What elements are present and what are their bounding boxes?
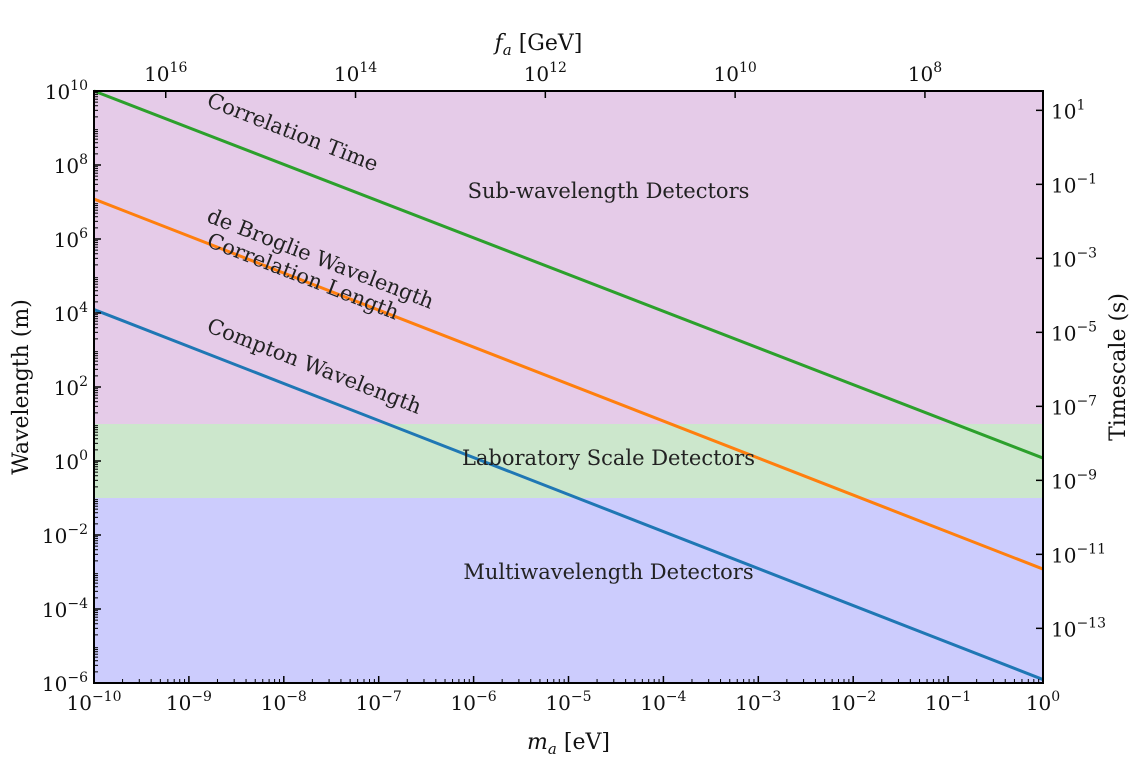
right-tick-label: 10−9 xyxy=(1051,467,1097,493)
top-tick-label: 1010 xyxy=(713,60,756,86)
y-tick-label: 108 xyxy=(54,152,88,178)
detector-regions xyxy=(94,91,1043,683)
region-label-0: Sub-wavelength Detectors xyxy=(468,179,750,203)
right-tick-label: 10−3 xyxy=(1051,245,1097,271)
x-tick-label: 10−6 xyxy=(451,689,497,715)
y-tick-label: 10−6 xyxy=(42,670,88,696)
y-tick-label: 104 xyxy=(54,300,88,326)
y-tick-label: 10−2 xyxy=(42,522,88,548)
top-axis: 1016 1014 1012 1010 108 xyxy=(144,60,942,98)
y-axis-title: Wavelength (m) xyxy=(9,299,34,475)
x-tick-label: 10−1 xyxy=(925,689,971,715)
top-tick-label: 1014 xyxy=(334,60,377,86)
x-tick-label: 10−5 xyxy=(545,689,591,715)
region-band-0 xyxy=(94,91,1043,424)
left-axis: 10−6 10−4 10−2 100 102 104 106 108 1010 xyxy=(42,78,101,696)
top-tick-label: 1016 xyxy=(144,60,187,86)
right-tick-label: 10−13 xyxy=(1051,615,1106,641)
y-tick-label: 102 xyxy=(54,374,88,400)
right-tick-label: 101 xyxy=(1051,97,1085,123)
x-tick-label: 10−10 xyxy=(67,689,122,715)
x-axis-title: ma [eV] xyxy=(527,730,610,758)
top-tick-label: 108 xyxy=(908,60,942,86)
y-tick-label: 106 xyxy=(54,226,88,252)
series-lines xyxy=(93,89,1044,681)
region-band-2 xyxy=(94,498,1043,683)
axis-titles: ma [eV] fa [GeV] Wavelength (m) Timescale (… xyxy=(9,31,1131,758)
right-tick-label: 10−5 xyxy=(1051,319,1097,345)
x-tick-label: 10−9 xyxy=(166,689,212,715)
top-axis-title: fa [GeV] xyxy=(493,31,583,59)
x-tick-label: 10−3 xyxy=(735,689,781,715)
right-axis: 101 10−1 10−3 10−5 10−7 10−9 10−11 10−13 xyxy=(1036,97,1106,641)
region-band-1 xyxy=(94,424,1043,498)
region-label-2: Multiwavelength Detectors xyxy=(463,560,753,584)
right-tick-label: 10−7 xyxy=(1051,393,1097,419)
x-tick-label: 10−8 xyxy=(261,689,307,715)
x-tick-label: 100 xyxy=(1026,689,1060,715)
right-tick-label: 10−11 xyxy=(1051,541,1106,567)
x-tick-label: 10−4 xyxy=(640,689,686,715)
right-tick-label: 10−1 xyxy=(1051,171,1097,197)
y-tick-label: 1010 xyxy=(45,78,88,104)
bottom-axis: 10−10 10−9 10−8 10−7 10−6 10−5 10−4 10−3 10−2 10−… xyxy=(67,676,1060,715)
x-tick-label: 10−2 xyxy=(830,689,876,715)
series-line-1 xyxy=(93,197,1044,571)
right-axis-title: Timescale (s) xyxy=(1106,293,1131,441)
region-labels: Sub-wavelength Detectors Laboratory Scale… xyxy=(462,179,755,584)
series-line-0 xyxy=(93,89,1044,460)
series-line-2 xyxy=(93,308,1044,681)
y-tick-label: 100 xyxy=(54,448,88,474)
region-label-1: Laboratory Scale Detectors xyxy=(462,446,755,470)
x-tick-label: 10−7 xyxy=(356,689,402,715)
y-tick-label: 10−4 xyxy=(42,596,88,622)
top-tick-label: 1012 xyxy=(524,60,567,86)
